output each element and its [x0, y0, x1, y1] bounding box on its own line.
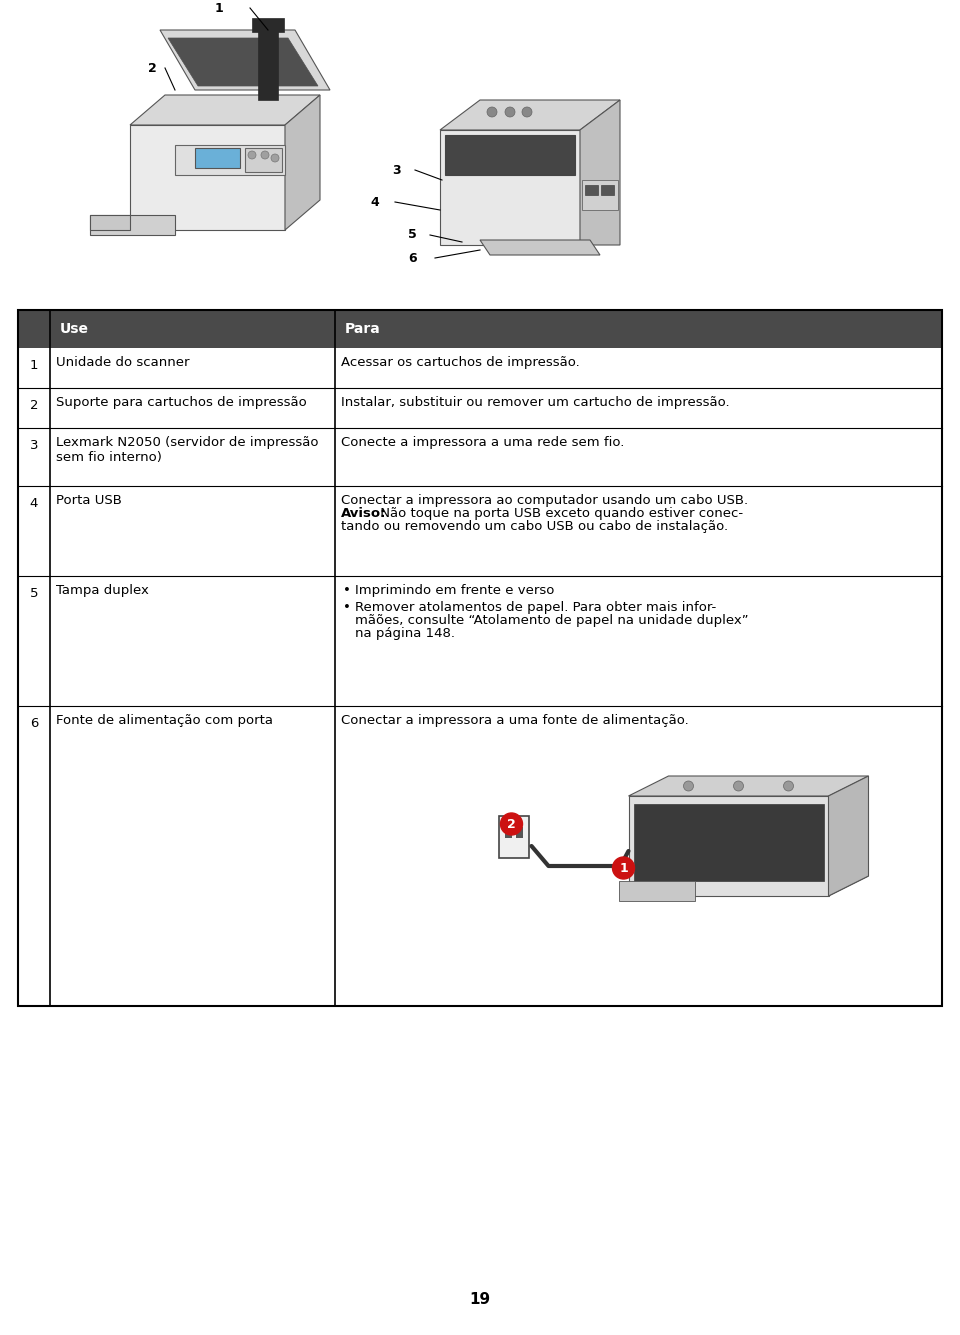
Polygon shape — [618, 881, 694, 901]
Polygon shape — [601, 186, 614, 195]
Text: 4: 4 — [30, 497, 38, 510]
Bar — [516, 826, 522, 838]
Circle shape — [783, 781, 794, 792]
Text: •: • — [343, 583, 350, 597]
Polygon shape — [629, 876, 869, 896]
Text: mãões, consulte “Atolamento de papel na unidade duplex”: mãões, consulte “Atolamento de papel na … — [355, 614, 749, 627]
Text: 1: 1 — [619, 861, 628, 874]
Text: tando ou removendo um cabo USB ou cabo de instalação.: tando ou removendo um cabo USB ou cabo d… — [341, 521, 728, 533]
Text: Conectar a impressora ao computador usando um cabo USB.: Conectar a impressora ao computador usan… — [341, 494, 748, 507]
Bar — [505, 826, 512, 838]
Bar — [18, 310, 942, 1007]
Circle shape — [500, 813, 522, 834]
Polygon shape — [252, 17, 284, 32]
Polygon shape — [580, 100, 620, 246]
Polygon shape — [582, 180, 618, 210]
Circle shape — [261, 151, 269, 159]
Text: Unidade do scanner: Unidade do scanner — [56, 356, 189, 368]
Text: 19: 19 — [469, 1292, 491, 1307]
Text: Fonte de alimentação com porta: Fonte de alimentação com porta — [56, 714, 273, 728]
Polygon shape — [90, 215, 175, 235]
Circle shape — [612, 857, 635, 878]
Text: Para: Para — [345, 322, 381, 336]
Polygon shape — [130, 125, 285, 230]
Circle shape — [487, 107, 497, 117]
Circle shape — [522, 107, 532, 117]
Polygon shape — [175, 146, 285, 175]
Text: 2: 2 — [148, 61, 156, 75]
Text: 6: 6 — [30, 717, 38, 730]
Text: 1: 1 — [215, 1, 224, 15]
Text: 6: 6 — [408, 251, 417, 264]
Circle shape — [271, 154, 279, 162]
Text: 1: 1 — [30, 359, 38, 372]
Text: Aviso:: Aviso: — [341, 507, 387, 521]
Polygon shape — [245, 148, 282, 172]
Polygon shape — [285, 95, 320, 230]
Text: •: • — [343, 601, 350, 614]
Text: 5: 5 — [408, 228, 417, 242]
Polygon shape — [828, 776, 869, 896]
Text: 3: 3 — [30, 439, 38, 453]
Circle shape — [684, 781, 693, 792]
Polygon shape — [445, 135, 575, 175]
Text: 4: 4 — [370, 195, 379, 208]
Text: Remover atolamentos de papel. Para obter mais infor-: Remover atolamentos de papel. Para obter… — [355, 601, 716, 614]
Polygon shape — [440, 129, 580, 246]
Text: Lexmark N2050 (servidor de impressão
sem fio interno): Lexmark N2050 (servidor de impressão sem… — [56, 437, 319, 465]
Circle shape — [505, 107, 515, 117]
Text: 2: 2 — [507, 817, 516, 830]
Text: Tampa duplex: Tampa duplex — [56, 583, 149, 597]
Polygon shape — [629, 776, 869, 796]
Polygon shape — [634, 804, 824, 881]
Polygon shape — [130, 95, 320, 125]
Polygon shape — [629, 796, 828, 896]
Polygon shape — [480, 240, 600, 255]
Text: Imprimindo em frente e verso: Imprimindo em frente e verso — [355, 583, 554, 597]
Circle shape — [733, 781, 743, 792]
Text: 2: 2 — [30, 399, 38, 413]
Text: Não toque na porta USB exceto quando estiver conec-: Não toque na porta USB exceto quando est… — [375, 507, 743, 521]
Polygon shape — [160, 29, 330, 89]
Polygon shape — [258, 29, 278, 100]
Bar — [18, 310, 942, 348]
Text: Suporte para cartuchos de impressão: Suporte para cartuchos de impressão — [56, 396, 307, 409]
Text: Conecte a impressora a uma rede sem fio.: Conecte a impressora a uma rede sem fio. — [341, 437, 624, 449]
Polygon shape — [440, 100, 620, 129]
Text: Acessar os cartuchos de impressão.: Acessar os cartuchos de impressão. — [341, 356, 580, 368]
Text: Instalar, substituir ou remover um cartucho de impressão.: Instalar, substituir ou remover um cartu… — [341, 396, 730, 409]
Polygon shape — [168, 37, 318, 85]
Text: 3: 3 — [392, 163, 400, 176]
Bar — [498, 816, 529, 858]
Circle shape — [248, 151, 256, 159]
Text: 5: 5 — [30, 587, 38, 599]
Text: Porta USB: Porta USB — [56, 494, 122, 507]
Text: Use: Use — [60, 322, 89, 336]
Text: Conectar a impressora a uma fonte de alimentação.: Conectar a impressora a uma fonte de ali… — [341, 714, 688, 728]
Polygon shape — [90, 215, 130, 230]
Polygon shape — [195, 148, 240, 168]
Text: na página 148.: na página 148. — [355, 627, 455, 639]
Polygon shape — [585, 186, 598, 195]
